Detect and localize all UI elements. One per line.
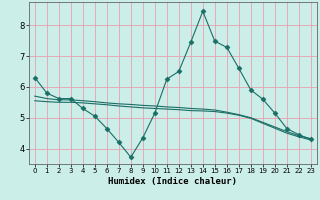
X-axis label: Humidex (Indice chaleur): Humidex (Indice chaleur) (108, 177, 237, 186)
